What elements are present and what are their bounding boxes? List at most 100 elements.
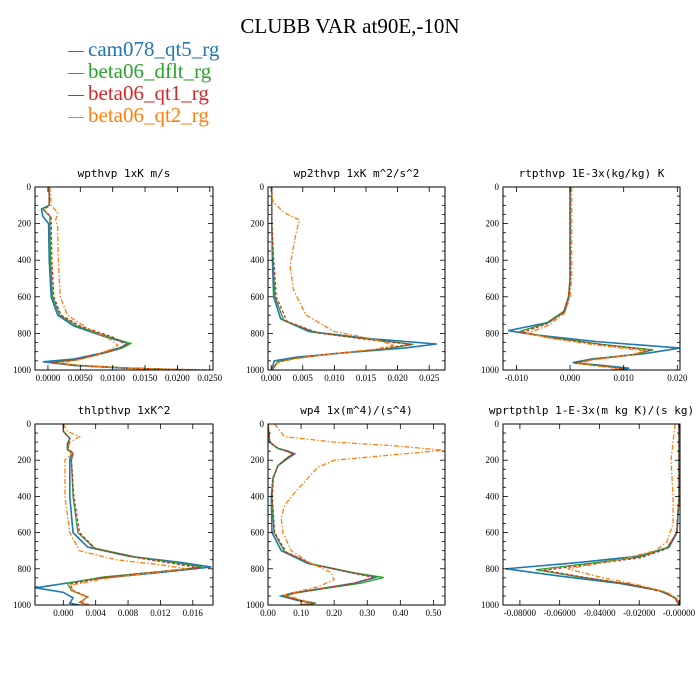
series-line [518, 187, 654, 370]
series-group [40, 187, 212, 370]
legend-label: beta06_qt2_rg [88, 103, 209, 127]
y-tick-label: 600 [486, 528, 500, 538]
series-line [535, 424, 680, 605]
series-group [270, 187, 437, 370]
y-tick-label: 0 [495, 419, 500, 429]
x-tick-label: -0.06000 [544, 608, 577, 618]
series-line [271, 187, 414, 370]
legend-item: cam078_qt5_rg [68, 38, 219, 60]
series-line [49, 187, 212, 370]
x-tick-label: -0.00000 [663, 608, 696, 618]
x-tick-label: 0.016 [183, 608, 204, 618]
panel-title: wpthvp 1xK m/s [78, 167, 171, 180]
series-line [43, 187, 197, 370]
x-tick-label: 0.50 [426, 608, 442, 618]
figure-title: CLUBB VAR at90E,-10N [240, 14, 460, 38]
series-line [35, 424, 212, 605]
series-line [543, 424, 680, 605]
panel-title: wprtpthlp 1-E-3x(m kg K)/(s kg) [489, 404, 694, 417]
series-group [35, 424, 212, 605]
x-tick-label: 0.005 [293, 373, 314, 383]
x-tick-label: 0.015 [356, 373, 377, 383]
x-tick-label: 0.000 [560, 373, 581, 383]
series-line [271, 187, 411, 370]
y-tick-label: 1000 [246, 600, 265, 610]
y-tick-label: 200 [486, 219, 500, 229]
x-tick-label: 0.0200 [165, 373, 190, 383]
series-group [268, 424, 444, 605]
legend-swatch [68, 94, 84, 96]
y-tick-label: 200 [251, 219, 265, 229]
legend-item: beta06_qt2_rg [68, 104, 219, 126]
legend-item: beta06_qt1_rg [68, 82, 219, 104]
x-tick-label: 0.025 [419, 373, 440, 383]
y-tick-label: 800 [18, 564, 32, 574]
series-line [270, 187, 395, 370]
y-tick-label: 600 [251, 528, 265, 538]
x-tick-label: -0.08000 [504, 608, 537, 618]
y-tick-label: 200 [18, 455, 32, 465]
x-tick-label: -0.04000 [583, 608, 616, 618]
series-group [508, 187, 680, 370]
x-tick-label: 0.20 [326, 608, 342, 618]
y-tick-label: 600 [486, 292, 500, 302]
y-tick-label: 800 [251, 564, 265, 574]
y-tick-label: 0 [27, 182, 32, 192]
x-tick-label: 0.40 [392, 608, 408, 618]
x-tick-label: 0.010 [324, 373, 345, 383]
x-tick-label: 0.0250 [197, 373, 222, 383]
series-line [274, 424, 444, 605]
series-line [508, 187, 680, 370]
x-tick-label: -0.010 [505, 373, 529, 383]
x-tick-label: 0.020 [387, 373, 408, 383]
y-tick-label: 800 [486, 564, 500, 574]
y-tick-label: 1000 [246, 365, 265, 375]
x-tick-label: 0.00 [260, 608, 276, 618]
panel-title: wp2thvp 1xK m^2/s^2 [294, 167, 420, 180]
legend-swatch [68, 116, 84, 118]
y-tick-label: 400 [251, 491, 265, 501]
y-tick-label: 200 [486, 455, 500, 465]
x-tick-label: 0.004 [86, 608, 107, 618]
series-group [505, 424, 680, 605]
series-line [268, 424, 375, 605]
legend-swatch [68, 72, 84, 74]
chart-panel-1: wpthvp 1xK m/s 0 200 400 600 800 1000 0.0000 0.0… [13, 167, 223, 383]
y-tick-label: 400 [18, 491, 32, 501]
y-tick-label: 400 [251, 255, 265, 265]
y-tick-label: 0 [495, 182, 500, 192]
panel-title: rtpthvp 1E-3x(kg/kg) K [519, 167, 665, 180]
x-tick-label: 0.008 [118, 608, 139, 618]
y-tick-label: 400 [486, 491, 500, 501]
y-tick-label: 200 [251, 455, 265, 465]
y-tick-label: 0 [260, 419, 265, 429]
panel-title: thlpthvp 1xK^2 [78, 404, 171, 417]
x-tick-label: 0.0150 [133, 373, 158, 383]
y-tick-label: 1000 [13, 365, 32, 375]
series-line [40, 187, 191, 370]
x-tick-label: 0.012 [150, 608, 170, 618]
chart-panel-2: wp2thvp 1xK m^2/s^2020040060080010000.00… [246, 167, 446, 383]
series-line [270, 187, 437, 370]
y-tick-label: 400 [486, 255, 500, 265]
chart-panel-3: rtpthvp 1E-3x(kg/kg) K 0 200 400 600 800 1000-… [481, 167, 688, 383]
x-tick-label: -0.02000 [623, 608, 656, 618]
chart-panel-6: wprtpthlp 1-E-3x(m kg K)/(s kg) 0 200 400 60… [481, 404, 696, 618]
legend-item: beta06_dflt_rg [68, 60, 219, 82]
y-tick-label: 800 [486, 328, 500, 338]
x-tick-label: 0.10 [293, 608, 309, 618]
x-tick-label: 0.020 [667, 373, 688, 383]
x-tick-label: 0.000 [53, 608, 74, 618]
y-tick-label: 200 [18, 219, 32, 229]
chart-panel-4: thlpthvp 1xK^2 0 200 400 600 800 1000 0.000 0.00… [13, 404, 214, 618]
plot-frame [267, 423, 446, 606]
series-line [505, 424, 680, 605]
series-line [567, 424, 680, 605]
legend-label: beta06_dflt_rg [88, 59, 212, 83]
series-line [62, 424, 200, 605]
y-tick-label: 600 [251, 292, 265, 302]
legend: cam078_qt5_rg beta06_dflt_rg beta06_qt1_… [68, 38, 219, 126]
y-tick-label: 1000 [13, 600, 32, 610]
